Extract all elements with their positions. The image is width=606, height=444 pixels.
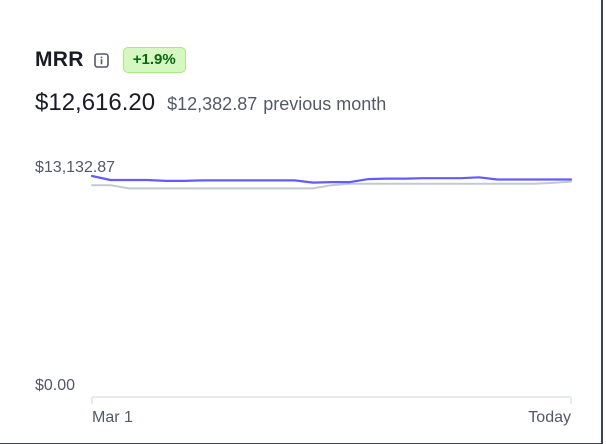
y-tick-label-min: $0.00: [35, 377, 75, 394]
x-tick-label-end: Today: [528, 409, 571, 426]
x-tick-label-start: Mar 1: [92, 409, 133, 426]
previous-series-line: [91, 180, 572, 190]
values-row: $12,616.20 $12,382.87 previous month: [35, 89, 386, 117]
current-value: $12,616.20: [35, 89, 156, 116]
card-header: MRR +1.9%: [35, 47, 186, 73]
previous-suffix: previous month: [263, 94, 387, 114]
current-series-line: [90, 174, 573, 184]
y-tick-label-max: $13,132.87: [35, 159, 115, 176]
previous-value: $12,382.87: [167, 94, 258, 114]
metric-title: MRR: [35, 48, 84, 71]
change-badge: +1.9%: [122, 47, 186, 73]
info-icon[interactable]: [93, 52, 109, 68]
